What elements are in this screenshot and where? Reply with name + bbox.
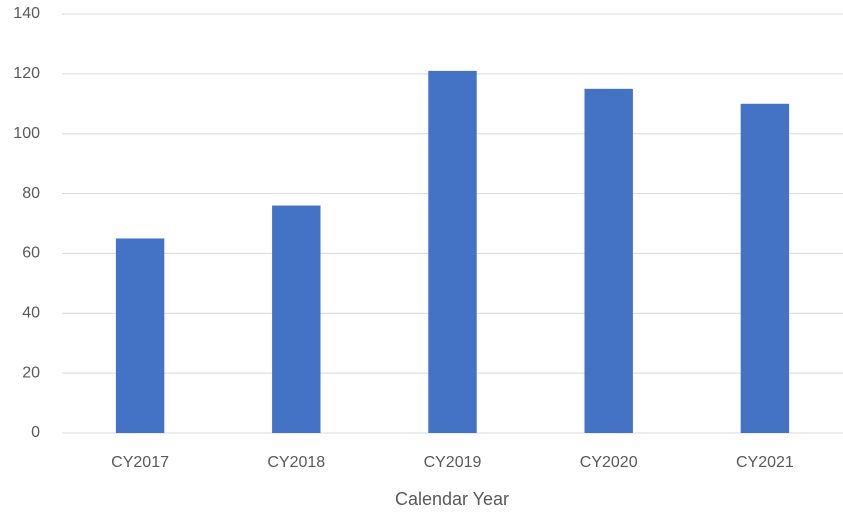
y-tick-label: 120 [13,65,40,82]
x-axis-title: Calendar Year [395,489,509,509]
bar [428,70,477,433]
x-tick-label: CY2020 [580,454,638,471]
bar [115,238,165,433]
x-tick-label: CY2017 [111,454,169,471]
y-tick-label: 20 [22,364,40,381]
y-tick-label: 140 [13,5,40,22]
x-tick-label: CY2019 [424,454,482,471]
bar [272,205,321,433]
y-tick-label: 60 [22,245,40,262]
y-tick-label: 40 [22,305,40,322]
bar [584,88,633,434]
y-tick-label: 100 [13,125,40,142]
bar [740,103,790,434]
y-tick-label: 80 [22,185,40,202]
y-tick-label: 0 [31,424,40,441]
x-tick-label: CY2018 [267,454,325,471]
x-tick-label: CY2021 [736,454,794,471]
